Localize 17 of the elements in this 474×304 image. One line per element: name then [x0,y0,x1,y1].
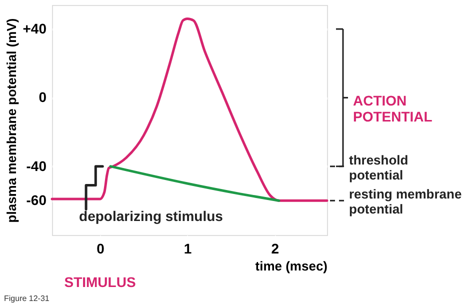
y-tick-label: 0 [38,89,47,106]
x-axis-title: time (msec) [255,258,328,274]
annotation: depolarizing stimulus [79,208,224,224]
ref-line-label: resting membrane potential [349,186,462,217]
y-tick-label: -60 [26,192,47,208]
x-tick-label: 0 [96,240,105,256]
y-axis-title: plasma membrane potential (mV) [4,18,19,223]
ref-line-label: threshold potential [349,152,408,182]
y-tick-label: +40 [22,20,47,37]
y-tick-label: -40 [26,158,47,174]
line-series [109,165,280,202]
text: STIMULUS [64,274,136,290]
text: ACTION POTENTIAL [353,92,433,125]
x-tick-label: 1 [184,240,192,256]
caption: Figure 12-31 [4,294,50,303]
line-series [50,17,328,202]
x-tick-label: 2 [271,240,280,256]
